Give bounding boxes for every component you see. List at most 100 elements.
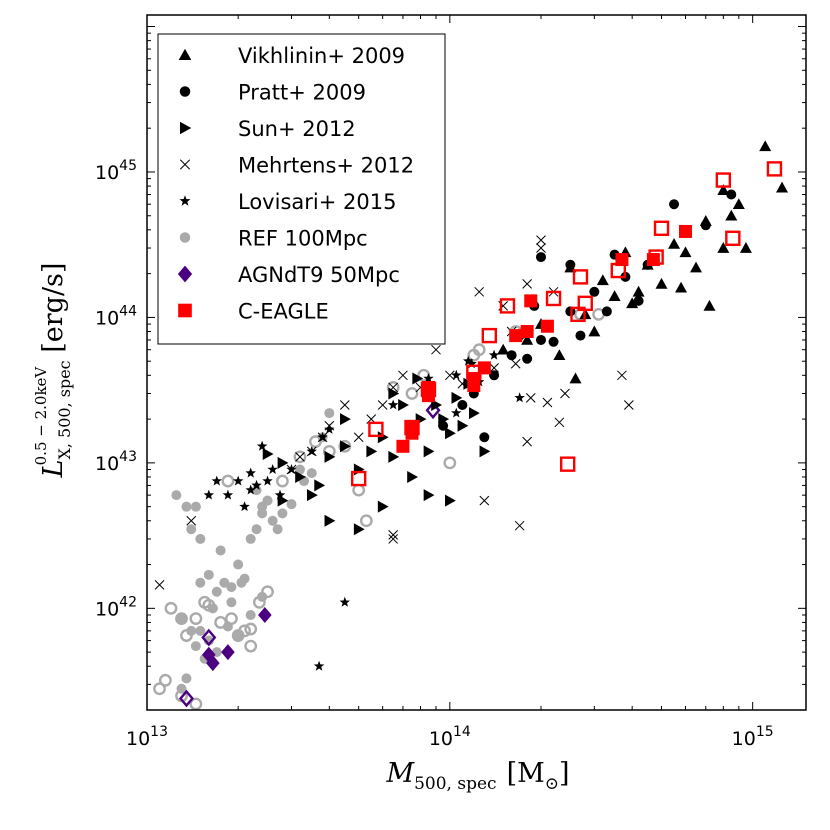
data-point-square-open bbox=[481, 327, 498, 344]
data-point-sun-2012 bbox=[366, 445, 378, 458]
data-point-vikhlinin-2009 bbox=[626, 297, 639, 309]
data-point-circle-open bbox=[158, 673, 172, 687]
data-point-c-eagle bbox=[540, 319, 554, 333]
data-point-vikhlinin-2009 bbox=[690, 261, 703, 273]
data-point-lovisari-2015 bbox=[203, 489, 214, 500]
data-point-mehrtens-2012 bbox=[542, 397, 553, 408]
data-point-ref-100mpc bbox=[171, 490, 182, 501]
plot-frame bbox=[146, 14, 807, 711]
data-point-lovisari-2015 bbox=[256, 440, 268, 451]
data-point-ref-100mpc bbox=[277, 508, 288, 519]
data-point-circle-open bbox=[221, 474, 235, 488]
data-point-c-eagle bbox=[405, 426, 419, 440]
data-point-lovisari-2015 bbox=[423, 373, 434, 383]
data-point-square-open bbox=[715, 172, 732, 188]
legend-label: Pratt+ 2009 bbox=[238, 81, 366, 105]
legend-label: Lovisari+ 2015 bbox=[238, 190, 396, 214]
data-point-mehrtens-2012 bbox=[554, 417, 565, 428]
legend-marker bbox=[178, 48, 192, 61]
data-point-vikhlinin-2009 bbox=[725, 209, 738, 221]
data-point-lovisari-2015 bbox=[324, 423, 335, 434]
data-point-pratt-2009 bbox=[601, 306, 612, 317]
data-point-agndt9-50mpc bbox=[258, 606, 272, 623]
data-point-ref-100mpc bbox=[324, 408, 335, 419]
data-point-ref-100mpc bbox=[294, 464, 305, 475]
data-point-square-open bbox=[572, 269, 589, 285]
data-point-vikhlinin-2009 bbox=[703, 299, 716, 311]
data-point-sun-2012 bbox=[314, 479, 326, 492]
data-point-lovisari-2015 bbox=[274, 489, 286, 500]
data-point-lovisari-2015 bbox=[239, 501, 250, 512]
data-point-vikhlinin-2009 bbox=[717, 242, 730, 253]
data-point-mehrtens-2012 bbox=[479, 495, 490, 506]
data-point-circle-open bbox=[359, 514, 373, 528]
data-point-ref-100mpc bbox=[181, 501, 192, 512]
data-point-c-eagle bbox=[678, 224, 692, 238]
data-point-ref-100mpc bbox=[286, 499, 297, 510]
data-point-ref-100mpc bbox=[186, 524, 197, 535]
data-point-vikhlinin-2009 bbox=[553, 349, 566, 360]
data-point-c-eagle bbox=[421, 389, 435, 403]
data-point-sun-2012 bbox=[340, 440, 351, 453]
data-point-lovisari-2015 bbox=[306, 445, 317, 456]
data-point-ref-100mpc bbox=[190, 641, 201, 652]
data-point-sun-2012 bbox=[340, 413, 351, 426]
data-point-ref-100mpc bbox=[236, 577, 247, 588]
data-point-ref-100mpc bbox=[233, 559, 244, 570]
data-point-vikhlinin-2009 bbox=[776, 181, 789, 193]
x-tick-label: 1015 bbox=[732, 724, 774, 750]
data-point-sun-2012 bbox=[377, 500, 389, 513]
data-point-circle-open bbox=[164, 601, 178, 615]
data-point-sun-2012 bbox=[479, 445, 491, 458]
data-point-vikhlinin-2009 bbox=[569, 372, 582, 384]
data-point-lovisari-2015 bbox=[313, 660, 325, 671]
x-tick-label: 1014 bbox=[429, 724, 471, 750]
x-axis-label: M500, spec [M⊙] bbox=[385, 758, 569, 794]
data-point-circle-open bbox=[244, 622, 258, 636]
data-point-lovisari-2015 bbox=[222, 489, 234, 500]
data-point-vikhlinin-2009 bbox=[732, 198, 745, 210]
data-point-ref-100mpc bbox=[245, 609, 256, 620]
data-point-circle-open bbox=[189, 612, 203, 625]
data-point-pratt-2009 bbox=[575, 330, 586, 341]
data-point-c-eagle bbox=[524, 294, 538, 308]
data-point-c-eagle bbox=[509, 329, 523, 343]
data-point-mehrtens-2012 bbox=[474, 286, 485, 297]
legend-marker bbox=[179, 195, 191, 206]
data-point-mehrtens-2012 bbox=[353, 432, 364, 443]
data-point-pratt-2009 bbox=[726, 189, 737, 200]
data-point-pratt-2009 bbox=[489, 370, 500, 381]
data-point-mehrtens-2012 bbox=[623, 400, 634, 410]
data-point-circle-open bbox=[189, 697, 203, 711]
data-point-pratt-2009 bbox=[700, 220, 711, 231]
data-point-sun-2012 bbox=[412, 372, 424, 385]
legend-box bbox=[157, 33, 446, 345]
data-point-sun-2012 bbox=[353, 523, 365, 536]
legend-label: REF 100Mpc bbox=[238, 227, 368, 251]
data-point-ref-100mpc bbox=[267, 515, 278, 526]
legend-label: AGNdT9 50Mpc bbox=[238, 263, 400, 287]
data-point-lovisari-2015 bbox=[232, 475, 244, 486]
data-point-c-eagle bbox=[615, 253, 629, 267]
data-point-sun-2012 bbox=[457, 419, 469, 432]
data-point-pratt-2009 bbox=[589, 286, 600, 297]
data-point-pratt-2009 bbox=[479, 432, 490, 443]
data-point-vikhlinin-2009 bbox=[596, 274, 609, 286]
data-point-lovisari-2015 bbox=[262, 475, 273, 486]
data-point-circle-open bbox=[405, 387, 419, 400]
data-point-diamond-open bbox=[178, 689, 194, 708]
data-point-lovisari-2015 bbox=[245, 484, 256, 495]
data-point-circle-open bbox=[352, 483, 366, 497]
legend-label: Vikhlinin+ 2009 bbox=[238, 44, 405, 68]
data-point-lovisari-2015 bbox=[251, 479, 262, 490]
data-point-ref-100mpc bbox=[226, 597, 237, 608]
data-point-circle-open bbox=[180, 629, 193, 642]
y-tick-label: 1042 bbox=[95, 594, 137, 620]
data-point-sun-2012 bbox=[388, 450, 400, 463]
data-point-pratt-2009 bbox=[506, 350, 517, 361]
data-point-lovisari-2015 bbox=[317, 431, 328, 442]
data-point-circle-open bbox=[443, 456, 457, 470]
data-point-mehrtens-2012 bbox=[536, 243, 546, 253]
data-point-mehrtens-2012 bbox=[522, 279, 532, 289]
data-point-mehrtens-2012 bbox=[489, 363, 499, 373]
